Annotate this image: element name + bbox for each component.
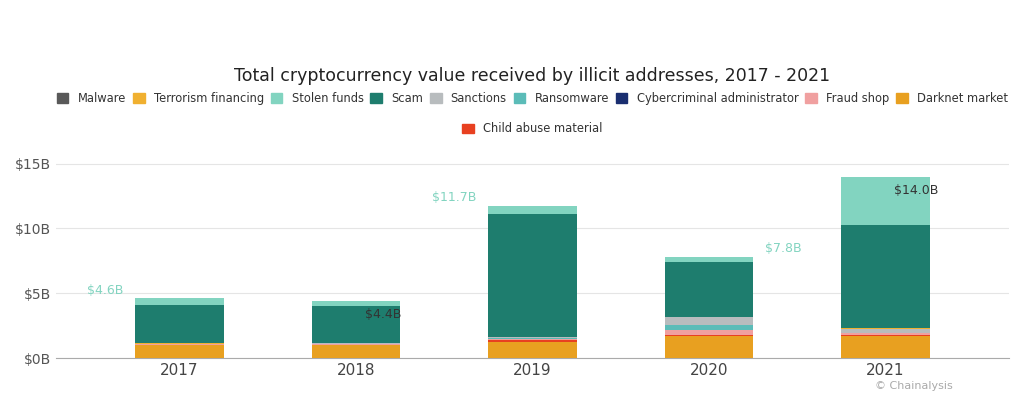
Bar bbox=[135, 305, 223, 343]
Bar bbox=[665, 330, 753, 335]
Bar bbox=[842, 336, 930, 358]
Bar bbox=[842, 328, 930, 330]
Bar bbox=[488, 207, 577, 214]
Title: Total cryptocurrency value received by illicit addresses, 2017 - 2021: Total cryptocurrency value received by i… bbox=[234, 67, 830, 85]
Bar bbox=[312, 345, 400, 358]
Bar bbox=[665, 336, 753, 358]
Text: © Chainalysis: © Chainalysis bbox=[874, 381, 952, 391]
Bar bbox=[842, 335, 930, 336]
Text: $4.4B: $4.4B bbox=[365, 308, 401, 321]
Bar bbox=[488, 338, 577, 339]
Text: $4.6B: $4.6B bbox=[87, 284, 123, 296]
Bar bbox=[135, 345, 223, 358]
Bar bbox=[488, 337, 577, 338]
Bar bbox=[488, 342, 577, 358]
Text: $11.7B: $11.7B bbox=[432, 191, 476, 205]
Bar bbox=[488, 339, 577, 340]
Bar bbox=[842, 330, 930, 333]
Bar bbox=[665, 317, 753, 326]
Bar bbox=[312, 306, 400, 343]
Bar bbox=[135, 298, 223, 305]
Text: $14.0B: $14.0B bbox=[894, 184, 939, 196]
Bar bbox=[842, 225, 930, 328]
Bar bbox=[312, 301, 400, 306]
Bar bbox=[312, 344, 400, 345]
Bar bbox=[665, 326, 753, 330]
Bar bbox=[665, 335, 753, 336]
Bar bbox=[842, 333, 930, 334]
Bar bbox=[665, 257, 753, 262]
Text: $7.8B: $7.8B bbox=[766, 242, 802, 255]
Bar bbox=[842, 176, 930, 225]
Bar bbox=[488, 340, 577, 342]
Bar bbox=[842, 334, 930, 335]
Bar bbox=[488, 214, 577, 336]
Legend: Child abuse material: Child abuse material bbox=[463, 122, 602, 135]
Bar bbox=[665, 262, 753, 317]
